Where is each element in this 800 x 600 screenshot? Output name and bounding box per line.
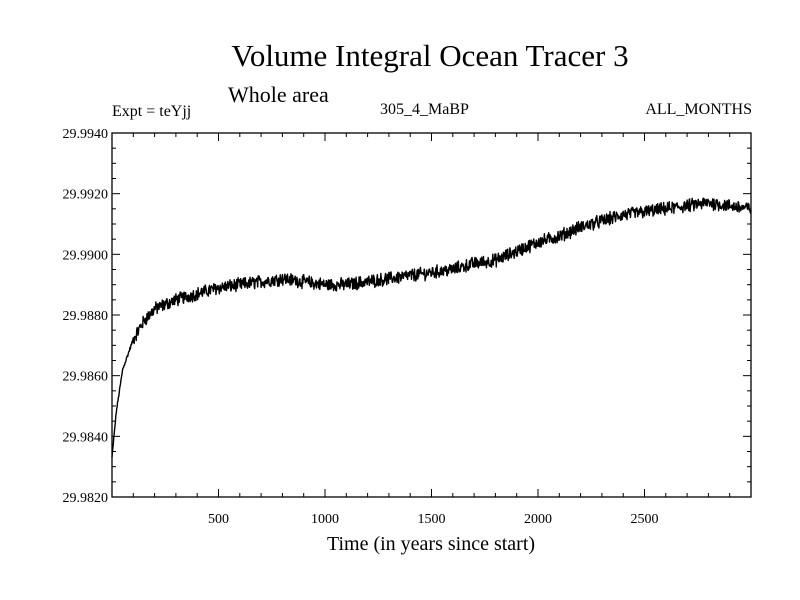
series-line: [111, 197, 752, 458]
x-tick-label: 2000: [524, 512, 552, 527]
x-tick-label: 2500: [631, 512, 659, 527]
x-axis-title: Time (in years since start): [327, 533, 535, 555]
y-tick-label: 29.9860: [63, 370, 109, 385]
chart-subtitle: Whole area: [228, 82, 329, 107]
y-tick-label: 29.9840: [63, 430, 109, 445]
y-tick-label: 29.9820: [63, 491, 109, 506]
y-tick-label: 29.9900: [63, 248, 109, 263]
y-tick-label: 29.9940: [63, 127, 109, 142]
x-tick-label: 1500: [418, 512, 446, 527]
plot-area-frame: [111, 132, 752, 498]
months-label: ALL_MONTHS: [645, 101, 752, 118]
x-tick-label: 500: [208, 512, 229, 527]
experiment-label: Expt = teYjj: [112, 103, 192, 120]
chart-title: Volume Integral Ocean Tracer 3: [231, 38, 629, 73]
run-label: 305_4_MaBP: [380, 101, 469, 118]
y-tick-label: 29.9920: [63, 188, 109, 203]
y-tick-label: 29.9880: [63, 309, 109, 324]
x-tick-label: 1000: [311, 512, 339, 527]
